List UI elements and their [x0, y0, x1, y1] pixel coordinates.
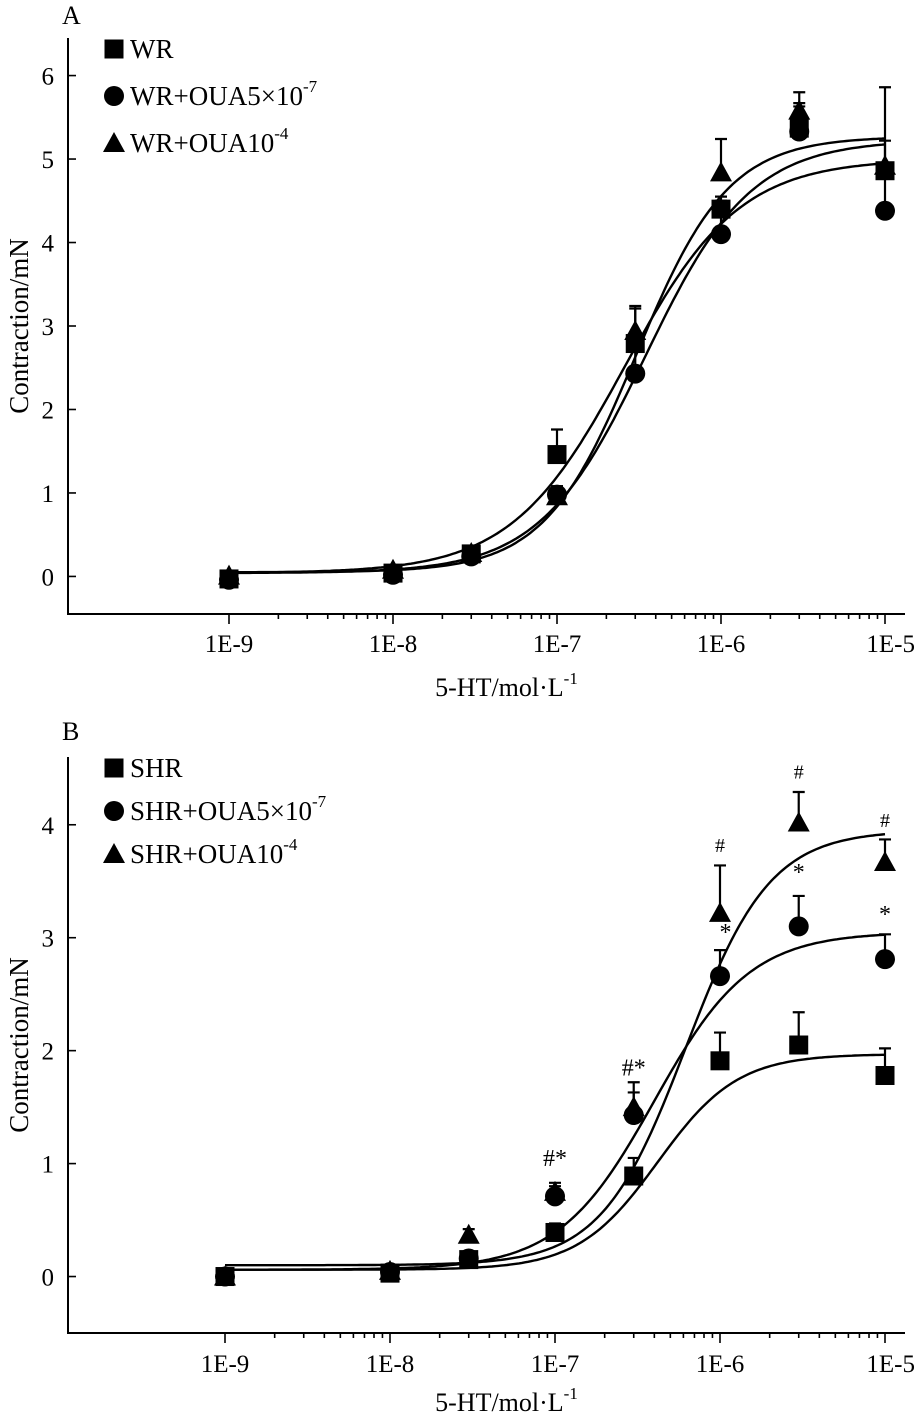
- x-tick-label: 1E-5: [866, 1351, 915, 1378]
- x-tick-label: 1E-6: [696, 1351, 745, 1378]
- fit-curve-triangle: [229, 137, 886, 574]
- fit-curve-square: [229, 162, 886, 574]
- y-axis-label: Contraction/mN: [4, 238, 34, 413]
- data-point-triangle: [457, 1223, 480, 1244]
- data-point-triangle: [460, 542, 483, 563]
- significance-mark: #: [880, 810, 890, 832]
- data-point-square: [711, 199, 731, 219]
- significance-mark: #: [715, 835, 725, 857]
- legend-label: SHR+OUA5×10-7: [130, 792, 327, 826]
- fit-curve-triangle: [225, 833, 886, 1267]
- panel-label: B: [62, 717, 79, 746]
- data-point-square: [710, 1051, 730, 1071]
- significance-mark: #*: [622, 1055, 646, 1081]
- fit-curve-circle: [229, 143, 886, 575]
- significance-mark: *: [720, 920, 732, 946]
- data-point-triangle: [382, 558, 404, 579]
- legend-label: WR: [130, 34, 174, 64]
- significance-mark: *: [793, 860, 805, 886]
- chart-panel-a: A 0 1 2 3 4 5 6 1E-9 1E-8 1E-7 1E-6 1E-5 5-HT/mol·L-1…: [4, 1, 915, 702]
- data-point-triangle: [787, 811, 810, 832]
- x-axis-label-sup: -1: [564, 669, 578, 688]
- legend-label: SHR+OUA10-4: [130, 835, 298, 869]
- data-point-circle: [788, 916, 809, 937]
- y-axis-label: Contraction/mN: [4, 957, 34, 1132]
- data-point-circle: [789, 121, 810, 142]
- data-point-triangle: [218, 564, 240, 585]
- data-point-triangle: [622, 1096, 645, 1117]
- y-tick-label: 2: [42, 1039, 55, 1066]
- data-point-square: [624, 1166, 644, 1186]
- legend-marker-triangle: [103, 132, 125, 152]
- x-tick-label: 1E-7: [533, 631, 582, 658]
- legend-label: WR+OUA10-4: [130, 124, 289, 158]
- data-point-square: [547, 445, 567, 465]
- data-point-triangle: [544, 1180, 566, 1201]
- axes-frame: [67, 38, 905, 615]
- x-tick-label: 1E-8: [369, 631, 418, 658]
- x-axis-label: 5-HT/mol·L-1: [435, 1384, 578, 1415]
- y-tick-label: 3: [42, 926, 55, 953]
- legend-label-sup: -7: [303, 77, 318, 96]
- y-tick-label: 1: [42, 1152, 55, 1179]
- data-point-triangle: [874, 851, 896, 872]
- data-point-triangle: [214, 1265, 236, 1286]
- x-tick-label: 1E-5: [866, 631, 915, 658]
- panel-label: A: [62, 1, 81, 30]
- data-point-square: [789, 1035, 809, 1055]
- legend-label-sup: -4: [274, 124, 289, 143]
- fit-curve-circle: [225, 933, 886, 1271]
- data-point-triangle: [379, 1259, 401, 1280]
- data-point-square: [875, 1065, 895, 1085]
- data-point-circle: [458, 1248, 479, 1269]
- significance-mark: #: [794, 761, 804, 783]
- x-tick-label: 1E-9: [205, 631, 254, 658]
- data-point-triangle: [710, 161, 732, 182]
- x-tick-label: 1E-7: [531, 1351, 580, 1378]
- data-point-circle: [711, 224, 731, 245]
- data-point-triangle: [788, 99, 811, 120]
- y-tick-label: 4: [42, 813, 55, 840]
- data-point-circle: [875, 949, 895, 970]
- data-point-circle: [710, 966, 730, 987]
- y-tick-label: 5: [42, 147, 55, 174]
- y-tick-label: 1: [42, 481, 55, 508]
- data-point-triangle: [709, 901, 731, 922]
- data-point-square: [545, 1222, 565, 1242]
- axes-frame: [67, 757, 905, 1334]
- data-point-circle: [875, 200, 895, 221]
- data-point-triangle: [546, 485, 568, 506]
- chart-panel-b: B 0 1 2 3 4 1E-9 1E-8 1E-7 1E-6 1E-5 5-HT/mol·L-1 Co…: [4, 717, 915, 1415]
- data-point-triangle: [874, 154, 896, 175]
- legend-marker-circle: [104, 86, 124, 106]
- legend-label-sup: -4: [283, 835, 298, 854]
- y-tick-label: 6: [42, 64, 55, 91]
- legend-label: SHR: [130, 753, 183, 783]
- legend-marker-square: [104, 39, 124, 59]
- legend-marker-triangle: [103, 843, 125, 863]
- legend-label: WR+OUA5×10-7: [130, 77, 318, 111]
- significance-mark: *: [879, 902, 891, 928]
- x-tick-label: 1E-6: [697, 631, 746, 658]
- x-axis-label: 5-HT/mol·L-1: [435, 669, 578, 702]
- legend-marker-circle: [104, 801, 124, 821]
- legend-label-sup: -7: [312, 792, 327, 811]
- legend-marker-square: [104, 758, 124, 778]
- y-tick-label: 2: [42, 397, 55, 424]
- y-tick-label: 4: [42, 231, 55, 258]
- y-tick-label: 0: [42, 564, 55, 591]
- x-tick-label: 1E-9: [201, 1351, 250, 1378]
- data-point-circle: [625, 363, 646, 384]
- significance-mark: #*: [543, 1146, 567, 1172]
- x-axis-label-sup: -1: [564, 1384, 578, 1403]
- x-tick-label: 1E-8: [366, 1351, 415, 1378]
- y-tick-label: 0: [42, 1265, 55, 1292]
- data-point-triangle: [624, 320, 647, 341]
- y-tick-label: 3: [42, 314, 55, 341]
